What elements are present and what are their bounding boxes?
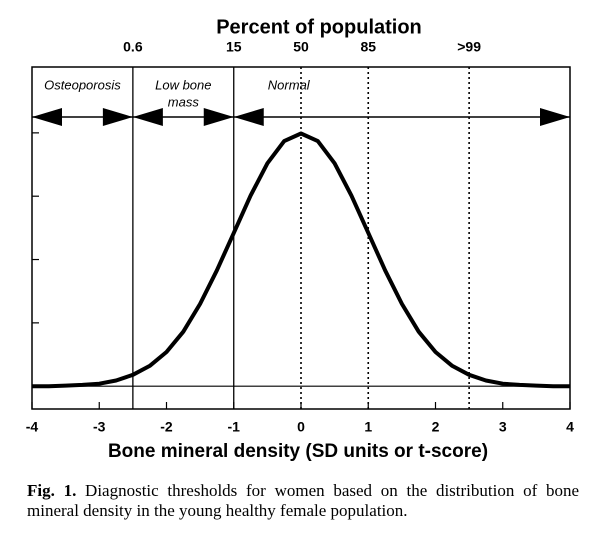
x2-tick-label: 0.6 — [123, 39, 143, 55]
x-tick-label: 4 — [566, 419, 574, 435]
caption: Fig. 1. Diagnostic thresholds for women … — [27, 481, 579, 521]
x2-tick-label: >99 — [457, 39, 481, 55]
x-axis-label: Bone mineral density (SD units or t-scor… — [108, 441, 488, 462]
x-tick-label: 0 — [297, 419, 305, 435]
region-label: Osteoporosis — [44, 77, 121, 92]
x-tick-label: -3 — [93, 419, 106, 435]
caption-label: Fig. 1. — [27, 481, 77, 500]
region-arrowhead — [203, 108, 234, 126]
chart: Percent of population Bone mineral densi… — [26, 16, 574, 462]
region-arrowhead — [233, 108, 264, 126]
x-tick-label: -2 — [160, 419, 173, 435]
chart-title: Percent of population — [216, 16, 422, 38]
region-arrowhead — [102, 108, 133, 126]
x2-tick-label: 15 — [226, 39, 242, 55]
x-tick-label: 2 — [432, 419, 440, 435]
x2-tick-label: 50 — [293, 39, 309, 55]
x-tick-label: -4 — [26, 419, 39, 435]
caption-text: Diagnostic thresholds for women based on… — [27, 481, 579, 520]
region-label: mass — [168, 94, 200, 109]
region-arrowhead — [32, 108, 62, 126]
region-arrowhead — [540, 108, 570, 126]
x-tick-label: -1 — [228, 419, 241, 435]
x2-tick-label: 85 — [360, 39, 376, 55]
x-tick-label: 1 — [364, 419, 372, 435]
region-label: Low bone — [155, 77, 211, 92]
region-label: Normal — [268, 77, 311, 92]
region-arrowhead — [132, 108, 163, 126]
density-curve — [32, 131, 570, 389]
x-tick-label: 3 — [499, 419, 507, 435]
